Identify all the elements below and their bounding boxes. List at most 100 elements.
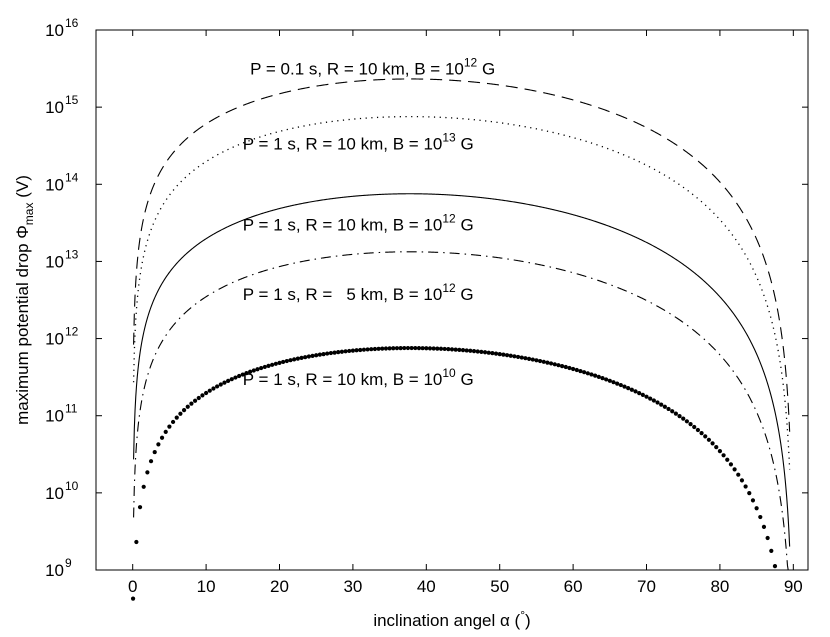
series-point bbox=[387, 346, 392, 351]
series-point bbox=[563, 364, 568, 370]
series-point bbox=[189, 401, 194, 406]
y-tick-exponent: 15 bbox=[65, 93, 79, 107]
series-point bbox=[545, 360, 550, 365]
series-point bbox=[134, 539, 139, 545]
series-point bbox=[152, 449, 157, 455]
y-tick-exponent: 11 bbox=[65, 402, 78, 416]
series-point bbox=[314, 353, 319, 358]
series-point bbox=[732, 467, 737, 472]
y-axis-label-subscript: max bbox=[22, 203, 36, 226]
series-point bbox=[754, 506, 759, 511]
x-axis-label-close: ) bbox=[525, 611, 531, 630]
series-point bbox=[493, 351, 499, 356]
series-point bbox=[769, 548, 774, 553]
series-point bbox=[438, 346, 444, 351]
x-tick-label: 50 bbox=[490, 577, 509, 596]
series-point bbox=[380, 346, 385, 351]
series-point bbox=[629, 387, 634, 392]
series-point bbox=[413, 345, 418, 351]
series-point bbox=[772, 564, 778, 569]
series-point bbox=[717, 449, 723, 454]
series-point bbox=[710, 441, 715, 446]
series-point bbox=[501, 352, 506, 357]
series-point bbox=[354, 348, 359, 353]
series-point bbox=[479, 349, 484, 354]
series-point bbox=[200, 393, 205, 398]
series-point bbox=[244, 371, 249, 376]
series-point bbox=[673, 411, 678, 416]
y-tick-label: 10 bbox=[45, 561, 64, 580]
series-point bbox=[185, 404, 190, 409]
series-point bbox=[728, 462, 734, 467]
series-point bbox=[204, 390, 209, 396]
series-point bbox=[240, 372, 245, 377]
series-point bbox=[560, 363, 565, 369]
series-point bbox=[218, 382, 223, 387]
series-point bbox=[611, 380, 616, 385]
y-tick-label: 10 bbox=[45, 252, 64, 271]
series-point bbox=[196, 395, 201, 401]
series-point bbox=[504, 353, 510, 358]
series-point bbox=[405, 345, 411, 351]
series-point bbox=[303, 355, 308, 360]
series-point bbox=[541, 359, 546, 364]
series-point bbox=[148, 459, 154, 464]
x-tick-label: 40 bbox=[417, 577, 436, 596]
series-point bbox=[556, 363, 561, 368]
series-point bbox=[332, 350, 337, 355]
series-point bbox=[468, 348, 473, 353]
y-tick-base: 10 bbox=[45, 175, 64, 194]
series-point bbox=[358, 347, 363, 353]
series-point bbox=[416, 346, 422, 351]
series-point bbox=[644, 394, 649, 399]
series-point bbox=[248, 369, 253, 374]
series-point bbox=[604, 377, 609, 382]
y-axis-label-main: maximum potential drop Φ bbox=[13, 225, 32, 425]
series-point bbox=[431, 346, 436, 351]
series-point bbox=[490, 351, 495, 356]
series-point bbox=[328, 350, 333, 356]
series-point bbox=[567, 365, 572, 371]
series-point bbox=[336, 350, 341, 355]
series-point bbox=[292, 357, 297, 362]
series-point bbox=[626, 386, 631, 391]
series-point bbox=[141, 484, 146, 489]
series-point bbox=[750, 498, 756, 503]
series-point bbox=[457, 347, 462, 352]
series-point bbox=[365, 347, 370, 352]
x-tick-label: 80 bbox=[710, 577, 729, 596]
y-tick-base: 10 bbox=[45, 484, 64, 503]
series-point bbox=[662, 404, 667, 409]
series-point bbox=[255, 367, 260, 372]
y-tick-exponent: 14 bbox=[65, 170, 79, 184]
series-point bbox=[589, 372, 594, 377]
series-annotation: P = 1 s, R = 5 km, B = 1012 G bbox=[243, 281, 474, 304]
series-point bbox=[571, 366, 576, 372]
series-point bbox=[402, 345, 407, 351]
series-point bbox=[578, 368, 583, 374]
series-point bbox=[167, 424, 172, 429]
series-point bbox=[600, 376, 605, 381]
x-axis-degree-symbol: ° bbox=[520, 608, 525, 622]
series-point bbox=[537, 358, 543, 364]
series-line-dashdot bbox=[133, 251, 790, 571]
series-point bbox=[130, 596, 136, 601]
series-point bbox=[765, 535, 770, 541]
series-point bbox=[383, 346, 389, 351]
series-point bbox=[721, 453, 726, 458]
x-tick-label: 90 bbox=[784, 577, 803, 596]
series-point bbox=[761, 524, 767, 529]
series-point bbox=[156, 442, 161, 447]
y-axis-label: maximum potential drop Φmax (V) bbox=[13, 175, 36, 425]
series-point bbox=[207, 388, 212, 393]
series-point bbox=[475, 349, 480, 354]
series-point bbox=[508, 353, 513, 358]
series-point bbox=[482, 350, 488, 355]
series-point bbox=[706, 437, 712, 442]
series-point bbox=[317, 352, 322, 357]
series-point bbox=[552, 362, 557, 367]
x-tick-label: 70 bbox=[637, 577, 656, 596]
series-point bbox=[692, 424, 697, 430]
